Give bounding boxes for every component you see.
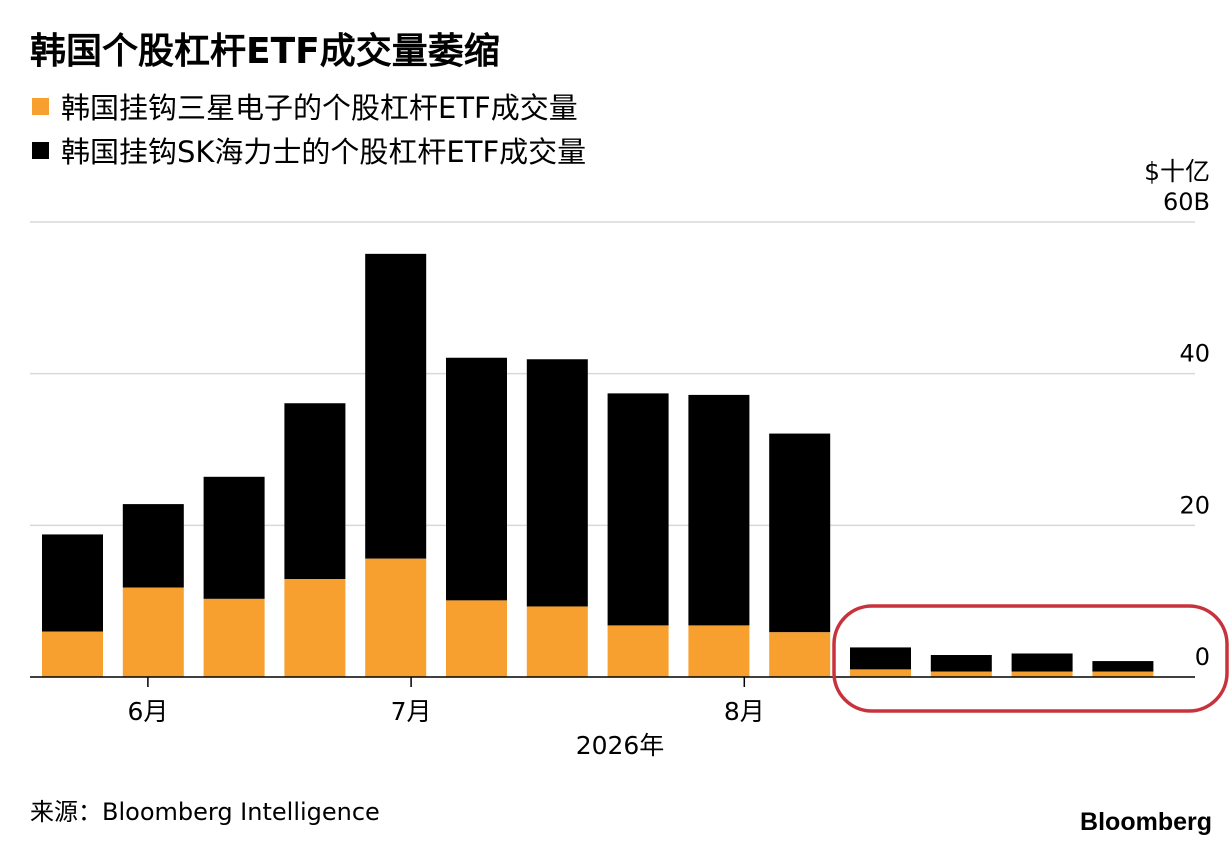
bar-sk-hynix: [607, 393, 669, 626]
y-axis-unit-label: $十亿: [1144, 157, 1210, 186]
y-tick-label: 0: [1195, 643, 1210, 671]
bar-samsung: [122, 587, 184, 677]
bar-samsung: [688, 625, 750, 677]
bar-samsung: [769, 632, 831, 677]
legend-label-samsung: 韩国挂钩三星电子的个股杠杆ETF成交量: [61, 91, 578, 125]
x-tick-label: 7月: [391, 697, 432, 726]
bar-sk-hynix: [688, 394, 750, 626]
x-axis-title: 2026年: [576, 731, 665, 760]
bar-samsung: [1011, 671, 1073, 677]
bar-chart: 60B 40 20 0 6月 7月 8月 $十亿 2026年: [30, 157, 1229, 760]
bar-sk-hynix: [42, 534, 103, 632]
bar-sk-hynix: [284, 403, 346, 580]
legend-label-sk-hynix: 韩国挂钩SK海力士的个股杠杆ETF成交量: [61, 135, 587, 169]
source-note: 来源：Bloomberg Intelligence: [30, 798, 380, 826]
bar-sk-hynix: [1092, 661, 1154, 672]
legend-swatch-samsung: [32, 97, 49, 115]
bar-samsung: [365, 558, 427, 677]
y-tick-label: 20: [1179, 491, 1210, 519]
bar-samsung: [284, 579, 346, 677]
bar-samsung: [607, 625, 669, 677]
bar-samsung: [203, 598, 265, 677]
bar-samsung: [1092, 671, 1154, 677]
bar-sk-hynix: [1011, 653, 1073, 672]
y-tick-label: 40: [1179, 340, 1210, 368]
bar-sk-hynix: [850, 647, 911, 670]
bar-sk-hynix: [930, 655, 992, 672]
legend-item-sk-hynix: 韩国挂钩SK海力士的个股杠杆ETF成交量: [32, 128, 586, 172]
bar-sk-hynix: [203, 476, 265, 599]
bar-samsung: [446, 600, 507, 677]
bar-sk-hynix: [526, 359, 588, 607]
legend-item-samsung: 韩国挂钩三星电子的个股杠杆ETF成交量: [32, 84, 586, 128]
highlight-box: [832, 604, 1229, 713]
bar-samsung: [930, 671, 992, 677]
axis-ticks: 60B 40 20 0 6月 7月 8月: [127, 188, 1210, 726]
chart-title: 韩国个股杠杆ETF成交量萎缩: [30, 31, 500, 72]
bars: [42, 253, 1154, 677]
legend-swatch-sk-hynix: [32, 141, 49, 159]
bar-samsung: [526, 606, 588, 677]
legend: 韩国挂钩三星电子的个股杠杆ETF成交量 韩国挂钩SK海力士的个股杠杆ETF成交量: [32, 84, 586, 172]
bar-sk-hynix: [769, 433, 831, 633]
bar-sk-hynix: [122, 504, 184, 588]
bar-sk-hynix: [446, 357, 507, 601]
x-tick-label: 8月: [724, 697, 765, 726]
x-tick-label: 6月: [127, 697, 168, 726]
bar-samsung: [42, 631, 103, 677]
y-tick-label: 60B: [1163, 188, 1210, 216]
bar-sk-hynix: [365, 253, 427, 559]
bloomberg-logo: Bloomberg: [1080, 808, 1212, 836]
bar-samsung: [850, 669, 911, 677]
